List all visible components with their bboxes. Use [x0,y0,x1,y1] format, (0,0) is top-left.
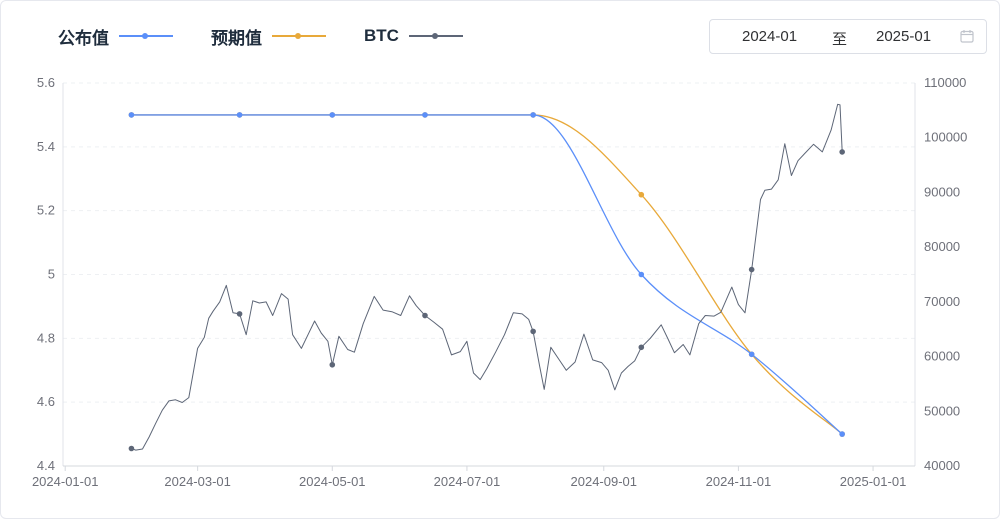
date-range-picker[interactable]: 2024-01 至 2025-01 [709,19,987,54]
series-line-0 [131,114,843,435]
x-tick-label: 2024-03-01 [164,474,231,489]
legend-label: 预期值 [211,28,262,48]
series-line-btc [131,103,843,451]
data-point [748,266,755,273]
range-start-input[interactable]: 2024-01 [742,28,798,45]
series-group [128,103,845,452]
legend-item-btc[interactable]: BTC [364,26,463,46]
y-right-tick-label: 100000 [924,130,967,145]
y-left-tick-label: 5 [48,267,55,282]
range-separator: 至 [832,31,848,48]
legend-item-expected[interactable]: 预期值 [211,24,326,49]
data-point [236,112,243,118]
calendar-icon[interactable] [960,29,974,43]
data-point [422,112,428,118]
y-left-tick-label: 5.2 [37,203,55,218]
y-right-tick-label: 40000 [924,458,960,473]
data-point [128,112,135,118]
legend-label: 公布值 [58,28,109,48]
y-right-tick-label: 110000 [924,75,966,90]
chart-legend: 公布值 预期值 BTC [58,24,501,48]
data-point [839,149,845,155]
legend-label: BTC [364,26,399,45]
y-left-tick-label: 4.4 [37,458,55,473]
data-point [329,112,336,118]
data-point [128,445,135,452]
y-right-tick-label: 90000 [924,184,960,199]
x-tick-label: 2024-07-01 [434,474,501,489]
x-tick-label: 2025-01-01 [840,474,907,489]
axes [62,83,916,471]
y-left-tick-label: 5.6 [37,75,55,90]
data-point [530,112,536,118]
y-left-tick-label: 5.4 [37,139,55,154]
y-right-tick-label: 80000 [924,239,960,254]
legend-swatch [272,33,326,39]
y-right-tick-label: 70000 [924,294,960,309]
tick-labels: 4.4 4.6 4.8 5 5.2 5.4 5.6 40000 50000 60000 70000 8… [32,75,967,489]
y-right-tick-label: 60000 [924,349,960,364]
data-point [748,351,755,358]
data-point [839,431,845,437]
x-tick-label: 2024-09-01 [571,474,638,489]
grid-lines [63,82,915,403]
range-end-input[interactable]: 2025-01 [876,28,932,45]
data-point [236,311,243,317]
y-left-tick-label: 4.8 [37,330,55,345]
y-left-tick-label: 4.6 [37,394,55,409]
x-tick-label: 2024-05-01 [299,474,366,489]
data-point [329,361,336,368]
legend-swatch [119,33,173,39]
x-tick-label: 2024-11-01 [706,474,772,489]
x-tick-label: 2024-01-01 [32,474,99,489]
data-point [638,344,645,351]
data-point [638,191,645,198]
y-right-tick-label: 50000 [924,403,960,418]
data-point [638,271,645,278]
legend-swatch [408,33,463,39]
data-point [422,312,428,319]
legend-item-published[interactable]: 公布值 [58,24,173,49]
data-point [530,328,536,335]
